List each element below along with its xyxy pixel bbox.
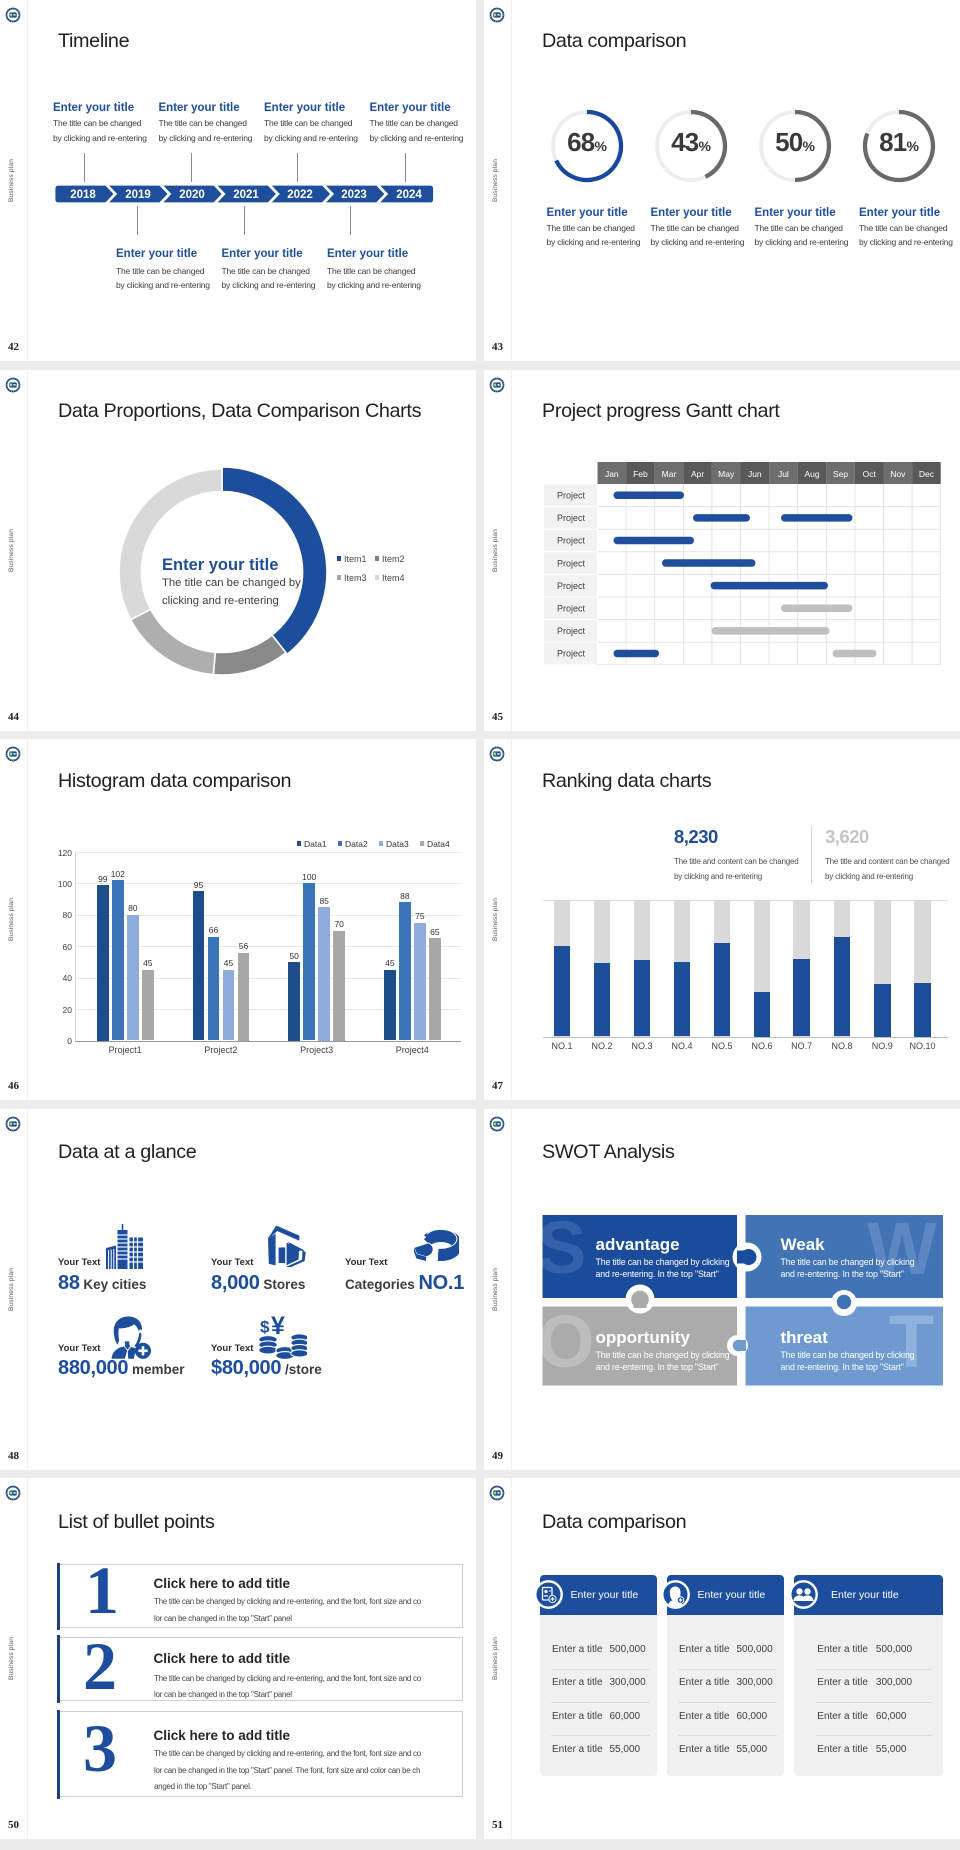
svg-text:2019: 2019 [125, 189, 151, 201]
svg-text:Project: Project [557, 581, 586, 591]
svg-text:Nov: Nov [890, 469, 906, 479]
svg-text:O: O [537, 1300, 595, 1383]
svg-text:Dec: Dec [918, 469, 934, 479]
svg-text:Apr: Apr [690, 469, 703, 479]
svg-text:Project: Project [557, 513, 586, 523]
svg-text:Feb: Feb [633, 469, 648, 479]
svg-text:May: May [718, 469, 735, 479]
svg-text:Jun: Jun [747, 469, 761, 479]
svg-text:Jul: Jul [777, 469, 788, 479]
svg-text:2018: 2018 [70, 189, 96, 201]
svg-text:Jan: Jan [604, 469, 618, 479]
svg-text:Project: Project [557, 626, 586, 636]
svg-text:2023: 2023 [341, 189, 367, 201]
svg-text:Project: Project [557, 604, 586, 614]
svg-text:Project: Project [557, 491, 586, 501]
svg-text:2022: 2022 [287, 189, 313, 201]
svg-text:2020: 2020 [179, 189, 205, 201]
svg-text:S: S [537, 1206, 586, 1289]
svg-text:Mar: Mar [661, 469, 676, 479]
svg-text:Project: Project [557, 649, 586, 659]
svg-text:Aug: Aug [804, 469, 819, 479]
svg-text:2021: 2021 [233, 189, 259, 201]
svg-text:2024: 2024 [396, 189, 422, 201]
svg-text:Project: Project [557, 558, 586, 568]
svg-text:Sep: Sep [833, 469, 848, 479]
svg-text:T: T [889, 1300, 934, 1383]
svg-text:Oct: Oct [862, 469, 876, 479]
svg-text:$: $ [260, 1318, 270, 1337]
svg-text:¥: ¥ [271, 1314, 285, 1340]
svg-text:Project: Project [557, 536, 586, 546]
svg-text:W: W [867, 1207, 937, 1290]
